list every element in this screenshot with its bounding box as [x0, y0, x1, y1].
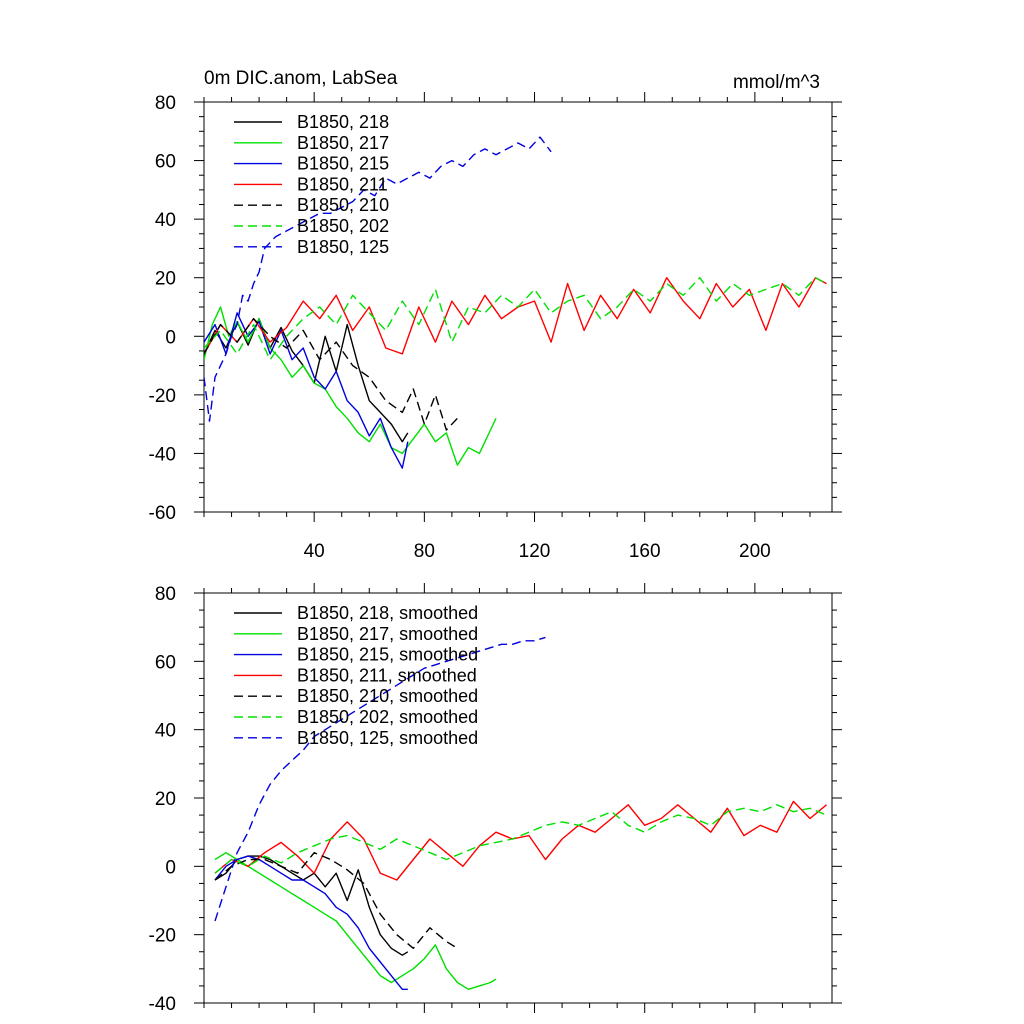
- series-line: [214, 852, 458, 949]
- y-tick-label: -40: [149, 444, 176, 465]
- series-line: [204, 277, 827, 355]
- series-group: [204, 136, 827, 469]
- top-panel-title: 0m DIC.anom, LabSea: [204, 68, 398, 89]
- y-tick-label: 60: [155, 152, 176, 173]
- y-tick-label: 0: [165, 327, 176, 348]
- legend-label: B1850, 125, smoothed: [297, 728, 478, 748]
- series-line: [204, 318, 458, 431]
- legend-label: B1850, 217: [297, 133, 389, 153]
- legend-label: B1850, 215: [297, 154, 389, 174]
- legend-label: B1850, 211: [297, 174, 388, 194]
- y-tick-label: -60: [149, 503, 176, 524]
- y-tick-label: 40: [155, 210, 176, 231]
- legend-label: B1850, 218, smoothed: [297, 603, 478, 623]
- legend-label: B1850, 202: [297, 216, 389, 236]
- top-panel-units: mmol/m^3: [733, 72, 820, 93]
- y-tick-label: 0: [165, 857, 176, 878]
- y-tick-label: -20: [149, 926, 176, 947]
- series-line: [214, 800, 827, 881]
- x-tick-label: 160: [629, 541, 661, 562]
- legend-label: B1850, 125: [297, 237, 389, 257]
- series-line: [214, 852, 497, 990]
- legend-label: B1850, 210: [297, 195, 389, 215]
- series-line: [214, 804, 827, 874]
- y-tick-label: 80: [155, 93, 176, 114]
- series-group: [214, 636, 827, 990]
- series-line: [204, 306, 497, 466]
- legend-label: B1850, 218: [297, 112, 389, 132]
- legend-label: B1850, 210, smoothed: [297, 686, 478, 706]
- x-tick-label: 200: [739, 541, 771, 562]
- y-tick-label: -20: [149, 386, 176, 407]
- x-tick-label: 40: [304, 541, 325, 562]
- legend-label: B1850, 217, smoothed: [297, 624, 478, 644]
- y-tick-label: -40: [149, 994, 176, 1015]
- x-tick-label: 120: [519, 541, 551, 562]
- y-tick-label: 80: [155, 584, 176, 605]
- series-line: [214, 636, 546, 922]
- legend-label: B1850, 202, smoothed: [297, 707, 478, 727]
- series-line: [204, 136, 552, 422]
- x-tick-label: 80: [414, 541, 435, 562]
- legend-label: B1850, 211, smoothed: [297, 665, 477, 685]
- series-line: [204, 277, 827, 361]
- y-tick-label: 20: [155, 269, 176, 290]
- top-panel: 0m DIC.anom, LabSea mmol/m^3 -60 -40 -20 0 2…: [149, 68, 842, 562]
- series-line: [204, 312, 409, 469]
- y-tick-label: 20: [155, 789, 176, 810]
- y-tick-label: 60: [155, 652, 176, 673]
- series-line: [214, 855, 408, 990]
- y-tick-label: 40: [155, 721, 176, 742]
- legend-label: B1850, 215, smoothed: [297, 645, 478, 665]
